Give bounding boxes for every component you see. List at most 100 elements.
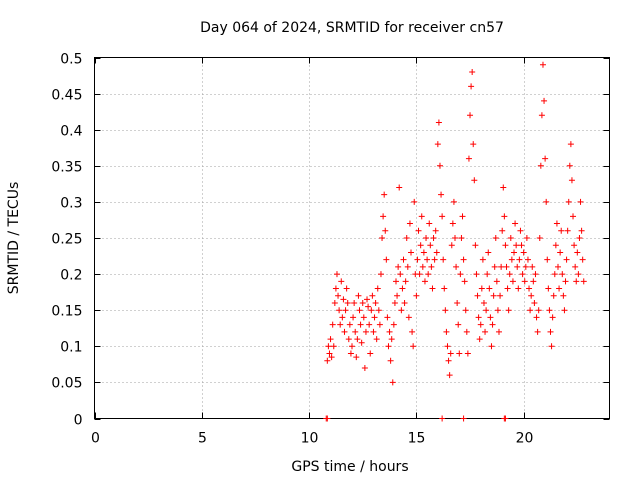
data-point bbox=[386, 328, 393, 335]
data-point bbox=[338, 278, 345, 285]
data-point bbox=[331, 299, 338, 306]
data-point bbox=[505, 307, 512, 314]
data-point bbox=[529, 263, 536, 270]
data-point bbox=[517, 227, 524, 234]
data-point bbox=[450, 198, 457, 205]
data-point bbox=[500, 184, 507, 191]
data-point bbox=[362, 328, 369, 335]
data-point bbox=[341, 328, 348, 335]
data-point bbox=[556, 285, 563, 292]
data-point bbox=[361, 364, 368, 371]
data-point bbox=[527, 307, 534, 314]
data-point bbox=[566, 162, 573, 169]
data-point bbox=[337, 321, 344, 328]
data-point bbox=[415, 227, 422, 234]
data-point bbox=[562, 278, 569, 285]
data-point bbox=[551, 271, 558, 278]
data-point bbox=[555, 263, 561, 270]
data-point bbox=[579, 256, 586, 263]
data-point bbox=[557, 249, 564, 256]
data-point bbox=[535, 307, 542, 314]
data-point bbox=[439, 213, 446, 220]
data-point bbox=[376, 321, 383, 328]
data-point bbox=[359, 299, 366, 306]
data-point bbox=[425, 271, 432, 278]
data-point bbox=[558, 227, 565, 234]
data-point bbox=[438, 191, 445, 198]
data-point bbox=[332, 285, 339, 292]
data-point bbox=[577, 198, 584, 205]
data-point bbox=[366, 321, 373, 328]
data-point bbox=[560, 292, 567, 299]
data-point bbox=[346, 321, 353, 328]
data-point bbox=[534, 328, 541, 335]
data-point bbox=[350, 314, 357, 321]
data-point bbox=[443, 328, 450, 335]
data-point bbox=[389, 379, 396, 386]
data-point bbox=[402, 278, 409, 285]
data-point bbox=[531, 299, 538, 306]
data-point bbox=[409, 328, 416, 335]
data-point bbox=[537, 162, 544, 169]
data-point bbox=[365, 303, 372, 310]
data-point bbox=[339, 314, 346, 321]
data-point bbox=[385, 343, 392, 350]
y-tick-label: 0.5 bbox=[60, 52, 82, 68]
data-point bbox=[501, 213, 508, 220]
data-point bbox=[467, 112, 474, 119]
data-point bbox=[370, 328, 377, 335]
data-point bbox=[530, 278, 537, 285]
data-point bbox=[571, 242, 578, 249]
data-point bbox=[324, 415, 331, 422]
data-point bbox=[528, 292, 535, 299]
data-point bbox=[515, 285, 522, 292]
data-point bbox=[462, 307, 469, 314]
y-tick-label: 0.1 bbox=[60, 340, 82, 356]
data-point bbox=[368, 307, 375, 314]
data-point bbox=[440, 256, 447, 263]
data-point bbox=[513, 242, 520, 249]
data-point bbox=[486, 285, 493, 292]
data-point bbox=[474, 292, 481, 299]
data-point bbox=[547, 328, 554, 335]
data-point bbox=[404, 263, 411, 270]
data-point bbox=[465, 155, 472, 162]
data-point bbox=[369, 292, 376, 299]
data-point bbox=[444, 343, 451, 350]
data-point bbox=[357, 321, 364, 328]
data-point bbox=[399, 285, 406, 292]
x-tick-label: 20 bbox=[516, 431, 534, 447]
data-point bbox=[396, 184, 403, 191]
data-point bbox=[580, 278, 587, 285]
data-point bbox=[452, 235, 458, 241]
data-point bbox=[441, 285, 448, 292]
data-point bbox=[351, 299, 358, 306]
data-point bbox=[475, 314, 482, 321]
data-point bbox=[470, 141, 477, 148]
data-point bbox=[453, 263, 460, 270]
x-tick-label: 15 bbox=[408, 431, 426, 447]
data-point bbox=[355, 292, 362, 299]
data-point bbox=[335, 292, 342, 299]
data-point bbox=[390, 321, 397, 328]
data-point bbox=[336, 307, 343, 314]
data-point bbox=[387, 357, 394, 364]
data-point bbox=[522, 263, 529, 270]
data-point bbox=[532, 271, 539, 278]
data-point bbox=[418, 213, 425, 220]
data-point bbox=[572, 263, 579, 270]
data-point bbox=[544, 256, 551, 263]
data-point bbox=[424, 256, 431, 263]
data-point bbox=[410, 343, 417, 350]
data-point bbox=[483, 307, 490, 314]
data-point bbox=[523, 235, 530, 241]
data-point bbox=[353, 354, 360, 361]
y-tick-label: 0.3 bbox=[60, 196, 82, 212]
data-point bbox=[543, 198, 550, 205]
data-point bbox=[545, 285, 552, 292]
data-point bbox=[499, 227, 506, 234]
data-point bbox=[458, 235, 465, 241]
data-point bbox=[445, 357, 452, 364]
data-point bbox=[449, 220, 456, 227]
